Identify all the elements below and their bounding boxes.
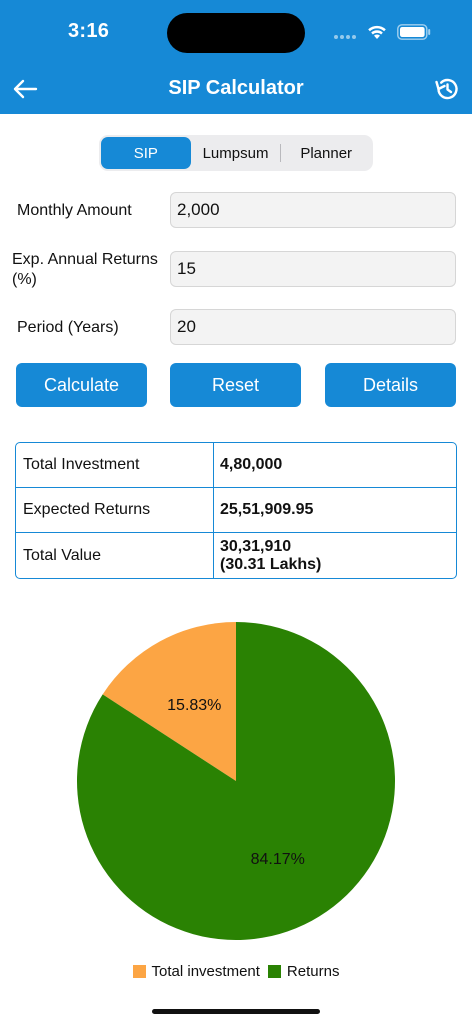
tab-planner[interactable]: Planner bbox=[300, 144, 353, 162]
legend-label-returns: Returns bbox=[286, 963, 340, 980]
battery-icon bbox=[397, 24, 431, 40]
legend-item-total-investment: Total investment bbox=[132, 963, 260, 980]
pie-label-returns: 84.17% bbox=[251, 851, 305, 868]
tab-sip[interactable]: SIP bbox=[101, 137, 191, 169]
tab-lumpsum[interactable]: Lumpsum bbox=[202, 144, 269, 162]
expected-returns-label: Expected Returns bbox=[16, 488, 214, 532]
details-button[interactable]: Details bbox=[325, 363, 456, 407]
total-investment-label: Total Investment bbox=[16, 443, 214, 487]
period-label: Period (Years) bbox=[17, 319, 119, 336]
back-button[interactable] bbox=[10, 74, 40, 104]
dynamic-island bbox=[167, 13, 305, 53]
annual-returns-label-line1: Exp. Annual Returns bbox=[12, 251, 158, 268]
legend-label-total-investment: Total investment bbox=[151, 963, 260, 980]
total-investment-value: 4,80,000 bbox=[214, 443, 456, 487]
pie-slice-returns bbox=[76, 622, 395, 940]
pie-label-total-investment: 15.83% bbox=[167, 697, 221, 714]
calculate-button[interactable]: Calculate bbox=[16, 363, 147, 407]
legend-item-returns: Returns bbox=[267, 963, 340, 980]
total-value-value: 30,31,910 (30.31 Lakhs) bbox=[214, 533, 456, 578]
legend-swatch-returns bbox=[267, 965, 281, 978]
arrow-left-icon bbox=[13, 79, 38, 99]
cellular-icon bbox=[334, 35, 356, 39]
total-value-label: Total Value bbox=[16, 533, 214, 578]
total-value-lakhs: (30.31 Lakhs) bbox=[220, 555, 322, 573]
pie-slice-total-investment bbox=[102, 622, 236, 781]
tab-divider bbox=[280, 144, 282, 162]
status-time: 3:16 bbox=[68, 20, 110, 42]
chart-legend: Total investment Returns bbox=[0, 963, 472, 980]
history-button[interactable] bbox=[432, 74, 462, 104]
expected-returns-value: 25,51,909.95 bbox=[214, 488, 456, 532]
annual-returns-label: Exp. Annual Returns (%) bbox=[12, 250, 158, 290]
app-header: 3:16 SIP Calculator bbox=[0, 0, 472, 114]
reset-button[interactable]: Reset bbox=[170, 363, 301, 407]
total-value-amount: 30,31,910 bbox=[220, 537, 292, 555]
table-row: Total Investment 4,80,000 bbox=[16, 443, 456, 488]
expected-returns-amount: 25,51,909.95 bbox=[220, 501, 314, 518]
legend-swatch-total-investment bbox=[132, 965, 146, 978]
home-indicator bbox=[152, 1009, 320, 1014]
table-row: Total Value 30,31,910 (30.31 Lakhs) bbox=[16, 533, 456, 578]
results-table: Total Investment 4,80,000 Expected Retur… bbox=[15, 442, 457, 579]
period-input[interactable] bbox=[170, 309, 456, 345]
page-title: SIP Calculator bbox=[168, 77, 304, 99]
table-row: Expected Returns 25,51,909.95 bbox=[16, 488, 456, 533]
history-icon bbox=[435, 78, 458, 100]
annual-returns-input[interactable] bbox=[170, 251, 456, 287]
investment-pie-chart: 15.83% 84.17% bbox=[76, 622, 395, 940]
monthly-amount-input[interactable] bbox=[170, 192, 456, 228]
calculator-type-tabs: SIP Lumpsum Planner bbox=[99, 135, 373, 171]
wifi-icon bbox=[368, 25, 386, 39]
total-investment-amount: 4,80,000 bbox=[220, 456, 283, 473]
annual-returns-label-line2: (%) bbox=[12, 271, 37, 288]
monthly-amount-label: Monthly Amount bbox=[17, 202, 132, 219]
